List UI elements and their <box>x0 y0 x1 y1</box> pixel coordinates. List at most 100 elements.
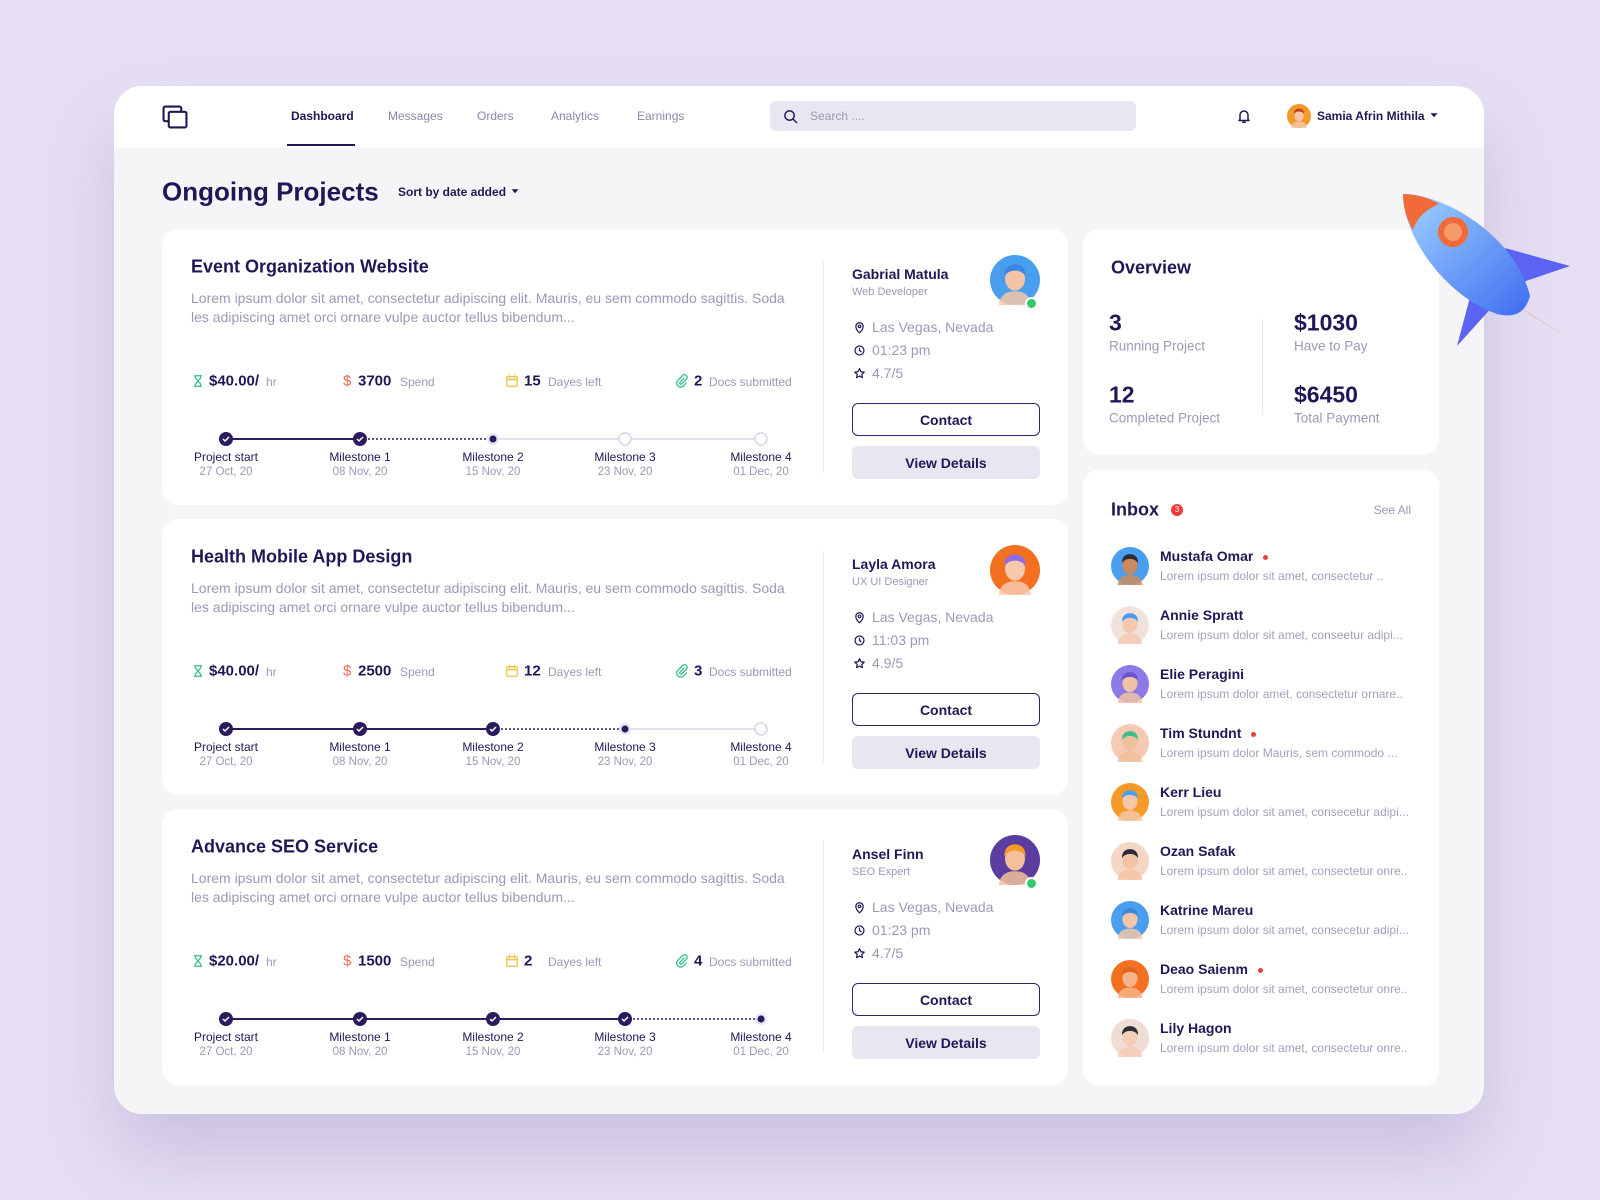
inbox-message[interactable]: Deao Saienm Lorem ipsum dolor sit amet, c… <box>1083 954 1439 1004</box>
search-placeholder: Search .... <box>810 109 865 123</box>
calendar-shape <box>506 664 518 671</box>
inbox-message[interactable]: Elie Peragini Lorem ipsum dolor amet, con… <box>1083 659 1439 709</box>
contact-role: UX UI Designer <box>852 576 929 588</box>
milestone-date: 01 Dec, 20 <box>733 466 789 478</box>
clip-icon <box>675 954 688 968</box>
milestone-timeline <box>219 432 768 446</box>
calendar-glyph <box>506 374 518 387</box>
avatar-hair <box>1121 790 1139 800</box>
calendar-icon <box>506 374 518 387</box>
inbox-title: Inbox <box>1111 499 1159 520</box>
milestone-date: 08 Nov, 20 <box>332 1046 388 1058</box>
sender-name: Deao Saienm <box>1160 961 1248 977</box>
contact-location: Las Vegas, Nevada <box>872 319 994 335</box>
inbox-message[interactable]: Kerr Lieu Lorem ipsum dolor sit amet, con… <box>1083 777 1439 827</box>
avatar-hair <box>1121 849 1139 859</box>
message-preview: Lorem ipsum dolor sit amet, conseetur ad… <box>1160 628 1403 642</box>
unread-dot <box>1251 732 1256 737</box>
nav-active-underline <box>287 144 355 146</box>
star-icon <box>853 947 865 958</box>
inbox-message[interactable]: Mustafa Omar Lorem ipsum dolor sit amet, … <box>1083 541 1439 591</box>
nav-item[interactable]: Messages <box>388 109 443 123</box>
clock-glyph <box>853 344 865 356</box>
message-preview: Lorem ipsum dolor sit amet, consectetur … <box>1160 982 1408 996</box>
stat-value: $1030 <box>1294 309 1358 336</box>
clock-icon <box>853 344 865 356</box>
inbox-message[interactable]: Lily Hagon Lorem ipsum dolor sit amet, co… <box>1083 1013 1439 1063</box>
view-details-button[interactable]: View Details <box>852 446 1040 479</box>
star-icon <box>853 367 865 378</box>
logo-icon[interactable] <box>162 104 188 130</box>
avatar <box>990 835 1040 885</box>
hourglass-icon <box>193 955 203 967</box>
pin-icon <box>854 901 864 913</box>
calendar-icon <box>506 664 518 677</box>
days-left: 12 <box>524 662 541 680</box>
avatar-hair <box>1004 264 1026 277</box>
avatar-head <box>1122 733 1138 752</box>
avatar-hair <box>1121 672 1139 682</box>
stat-value: 12 <box>1109 381 1135 408</box>
milestone-check <box>489 1016 497 1023</box>
spend-label: Spend <box>400 955 435 969</box>
nav-item[interactable]: Analytics <box>551 109 600 123</box>
inbox-message[interactable]: Annie Spratt Lorem ipsum dolor sit amet, … <box>1083 600 1439 650</box>
contact-location: Las Vegas, Nevada <box>872 899 994 915</box>
inbox-message[interactable]: Ozan Safak Lorem ipsum dolor sit amet, co… <box>1083 836 1439 886</box>
star-glyph <box>853 947 865 958</box>
view-details-button[interactable]: View Details <box>852 1026 1040 1059</box>
inbox-message[interactable]: Tim Stundnt Lorem ipsum dolor Mauris, sem… <box>1083 718 1439 768</box>
milestone-timeline <box>219 1012 767 1026</box>
milestone-current <box>757 1015 765 1023</box>
contact-button[interactable]: Contact <box>852 983 1040 1016</box>
clock-icon <box>853 634 865 646</box>
rocket-window <box>1444 223 1462 241</box>
caret-icon[interactable] <box>508 184 522 198</box>
milestone-name: Milestone 4 <box>730 740 792 754</box>
avatar-body <box>1291 121 1307 128</box>
contact-button[interactable]: Contact <box>852 403 1040 436</box>
nav-item[interactable]: Orders <box>477 109 514 123</box>
clip-icon <box>675 374 688 388</box>
avatar-head <box>1122 1028 1138 1047</box>
sender-name: Katrine Mareu <box>1160 902 1254 918</box>
milestone-date: 23 Nov, 20 <box>597 466 653 478</box>
user-name[interactable]: Samia Afrin Mithila <box>1317 109 1425 123</box>
search-box[interactable]: Search .... <box>770 101 1136 131</box>
caret-icon[interactable] <box>1427 108 1441 122</box>
milestone-date: 15 Nov, 20 <box>465 756 521 768</box>
calendar-shape <box>506 665 518 677</box>
avatar-body <box>998 871 1032 885</box>
contact-rating: 4.7/5 <box>872 365 904 381</box>
rate-unit: hr <box>266 375 277 389</box>
calendar-glyph <box>506 664 518 677</box>
clock-glyph <box>853 924 865 936</box>
stat-label: Have to Pay <box>1294 338 1368 354</box>
milestone-name: Milestone 1 <box>329 740 391 754</box>
see-all-link[interactable]: See All <box>1373 503 1411 517</box>
avatar-body <box>1117 1046 1143 1057</box>
message-preview: Lorem ipsum dolor sit amet, consecetur a… <box>1160 923 1409 937</box>
online-dot <box>1025 297 1038 310</box>
nav-item[interactable]: Earnings <box>637 109 685 123</box>
pin-glyph <box>854 321 864 333</box>
hourglass-icon <box>193 375 203 387</box>
nav-item[interactable]: Dashboard <box>291 109 354 123</box>
docs-label: Docs submitted <box>709 955 792 969</box>
rate: $40.00/ <box>209 372 260 390</box>
sort-dropdown[interactable]: Sort by date added <box>398 185 507 199</box>
bell-icon[interactable] <box>1236 108 1252 124</box>
docs-label: Docs submitted <box>709 665 792 679</box>
contact-location: Las Vegas, Nevada <box>872 609 994 625</box>
milestone-check <box>222 436 230 443</box>
inbox-card: Inbox 3 See All Mustafa Omar Lorem ipsum dol… <box>1083 470 1439 1086</box>
sender-name: Annie Spratt <box>1160 607 1244 623</box>
milestone-date: 23 Nov, 20 <box>597 1046 653 1058</box>
view-details-button[interactable]: View Details <box>852 736 1040 769</box>
milestone-date: 01 Dec, 20 <box>733 756 789 768</box>
contact-button[interactable]: Contact <box>852 693 1040 726</box>
inbox-message[interactable]: Katrine Mareu Lorem ipsum dolor sit amet,… <box>1083 895 1439 945</box>
avatar-hair <box>1121 613 1139 623</box>
milestone-check <box>356 1016 364 1023</box>
avatar <box>1287 104 1311 128</box>
